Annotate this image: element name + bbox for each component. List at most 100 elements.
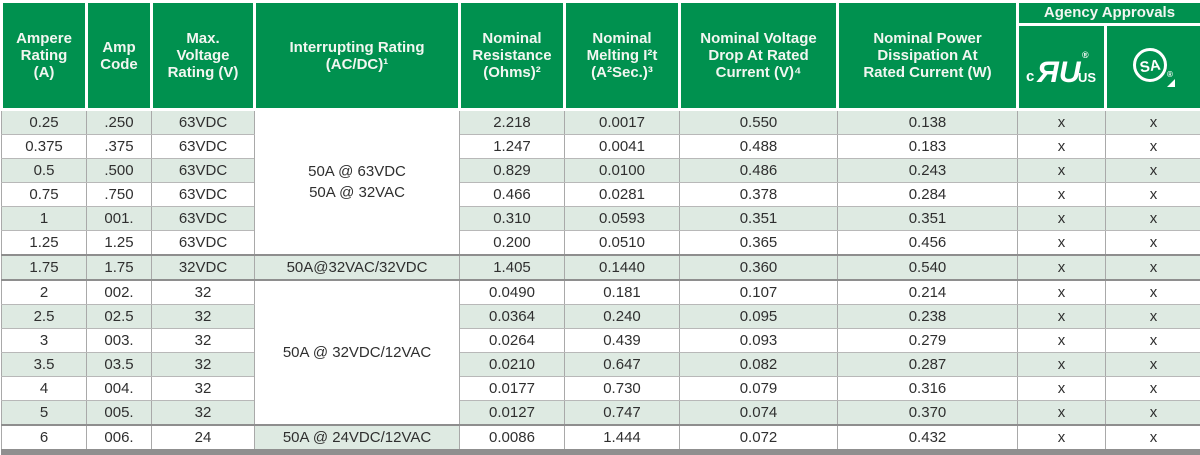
- melting-cell: 0.1440: [565, 255, 680, 280]
- ul-approval-cell: x: [1018, 159, 1106, 183]
- voltage-drop-cell: 0.082: [680, 353, 838, 377]
- csa-approval-cell: x: [1106, 159, 1200, 183]
- voltage-cell: 32: [152, 401, 255, 426]
- resistance-cell: 0.0127: [460, 401, 565, 426]
- resistance-cell: 1.247: [460, 135, 565, 159]
- ul-approval-cell: x: [1018, 135, 1106, 159]
- table-row: 1 001. 63VDC 0.310 0.0593 0.351 0.351 x …: [2, 207, 1200, 231]
- ampere-cell: 3.5: [2, 353, 87, 377]
- amp-code-cell: 1.75: [87, 255, 152, 280]
- csa-approval-cell: x: [1106, 280, 1200, 305]
- ul-approval-cell: x: [1018, 207, 1106, 231]
- resistance-cell: 0.0210: [460, 353, 565, 377]
- table-row: 5 005. 32 0.0127 0.747 0.074 0.370 x x: [2, 401, 1200, 426]
- table-row: 1.75 1.75 32VDC 50A@32VAC/32VDC 1.405 0.…: [2, 255, 1200, 280]
- header-ampere-rating: Ampere Rating (A): [2, 2, 87, 110]
- header-interrupting-rating: Interrupting Rating (AC/DC)¹: [255, 2, 460, 110]
- voltage-drop-cell: 0.351: [680, 207, 838, 231]
- voltage-drop-cell: 0.093: [680, 329, 838, 353]
- table-row: 3.5 03.5 32 0.0210 0.647 0.082 0.287 x x: [2, 353, 1200, 377]
- amp-code-cell: 005.: [87, 401, 152, 426]
- voltage-cell: 63VDC: [152, 183, 255, 207]
- ampere-cell: 3: [2, 329, 87, 353]
- amp-code-cell: 002.: [87, 280, 152, 305]
- power-cell: 0.432: [838, 425, 1018, 452]
- power-cell: 0.183: [838, 135, 1018, 159]
- amp-code-cell: 006.: [87, 425, 152, 452]
- voltage-drop-cell: 0.378: [680, 183, 838, 207]
- csa-approval-cell: x: [1106, 425, 1200, 452]
- interrupting-rating-cell: 50A@32VAC/32VDC: [255, 255, 460, 280]
- ul-approval-cell: x: [1018, 329, 1106, 353]
- svg-text:®: ®: [1082, 50, 1089, 60]
- power-cell: 0.243: [838, 159, 1018, 183]
- resistance-cell: 2.218: [460, 110, 565, 135]
- svg-text:SA: SA: [1138, 57, 1161, 77]
- voltage-drop-cell: 0.095: [680, 305, 838, 329]
- melting-cell: 0.647: [565, 353, 680, 377]
- melting-cell: 0.0281: [565, 183, 680, 207]
- ul-approval-cell: x: [1018, 110, 1106, 135]
- power-cell: 0.138: [838, 110, 1018, 135]
- melting-cell: 0.0017: [565, 110, 680, 135]
- amp-code-cell: 1.25: [87, 231, 152, 256]
- ul-approval-cell: x: [1018, 425, 1106, 452]
- melting-cell: 0.0041: [565, 135, 680, 159]
- power-cell: 0.456: [838, 231, 1018, 256]
- melting-cell: 0.0510: [565, 231, 680, 256]
- melting-cell: 0.181: [565, 280, 680, 305]
- power-cell: 0.284: [838, 183, 1018, 207]
- amp-code-cell: 02.5: [87, 305, 152, 329]
- table-row: 3 003. 32 0.0264 0.439 0.093 0.279 x x: [2, 329, 1200, 353]
- header-nominal-voltage-drop: Nominal Voltage Drop At Rated Current (V…: [680, 2, 838, 110]
- ul-approval-cell: x: [1018, 183, 1106, 207]
- power-cell: 0.370: [838, 401, 1018, 426]
- ul-approval-cell: x: [1018, 305, 1106, 329]
- melting-cell: 0.439: [565, 329, 680, 353]
- amp-code-cell: 003.: [87, 329, 152, 353]
- resistance-cell: 0.0490: [460, 280, 565, 305]
- csa-approval-cell: x: [1106, 231, 1200, 256]
- header-agency-approvals: Agency Approvals: [1018, 2, 1200, 25]
- resistance-cell: 0.0086: [460, 425, 565, 452]
- csa-approval-cell: x: [1106, 329, 1200, 353]
- ampere-cell: 6: [2, 425, 87, 452]
- svg-text:ЯU: ЯU: [1036, 56, 1082, 88]
- table-row: 6 006. 24 50A @ 24VDC/12VAC 0.0086 1.444…: [2, 425, 1200, 452]
- voltage-drop-cell: 0.107: [680, 280, 838, 305]
- voltage-drop-cell: 0.074: [680, 401, 838, 426]
- amp-code-cell: .500: [87, 159, 152, 183]
- csa-approval-cell: x: [1106, 377, 1200, 401]
- header-amp-code: Amp Code: [87, 2, 152, 110]
- table-row: 0.25 .250 63VDC 50A @ 63VDC 50A @ 32VAC …: [2, 110, 1200, 135]
- csa-approval-cell: x: [1106, 110, 1200, 135]
- voltage-cell: 63VDC: [152, 231, 255, 256]
- melting-cell: 0.0593: [565, 207, 680, 231]
- table-row: 0.5 .500 63VDC 0.829 0.0100 0.486 0.243 …: [2, 159, 1200, 183]
- ul-approval-cell: x: [1018, 280, 1106, 305]
- ampere-cell: 4: [2, 377, 87, 401]
- voltage-cell: 32: [152, 329, 255, 353]
- ampere-cell: 1.75: [2, 255, 87, 280]
- ampere-cell: 2.5: [2, 305, 87, 329]
- resistance-cell: 1.405: [460, 255, 565, 280]
- ul-recognized-icon: c ЯU ® US: [1025, 46, 1099, 88]
- voltage-drop-cell: 0.079: [680, 377, 838, 401]
- voltage-cell: 63VDC: [152, 159, 255, 183]
- svg-text:®: ®: [1167, 70, 1173, 79]
- ampere-cell: 1: [2, 207, 87, 231]
- table-row: 0.375 .375 63VDC 1.247 0.0041 0.488 0.18…: [2, 135, 1200, 159]
- amp-code-cell: 001.: [87, 207, 152, 231]
- melting-cell: 1.444: [565, 425, 680, 452]
- ul-approval-cell: x: [1018, 401, 1106, 426]
- voltage-cell: 32: [152, 377, 255, 401]
- voltage-cell: 32: [152, 280, 255, 305]
- resistance-cell: 0.0177: [460, 377, 565, 401]
- header-csa-column: SA ®: [1106, 25, 1200, 110]
- ampere-cell: 0.5: [2, 159, 87, 183]
- power-cell: 0.540: [838, 255, 1018, 280]
- csa-approval-cell: x: [1106, 135, 1200, 159]
- csa-approval-cell: x: [1106, 255, 1200, 280]
